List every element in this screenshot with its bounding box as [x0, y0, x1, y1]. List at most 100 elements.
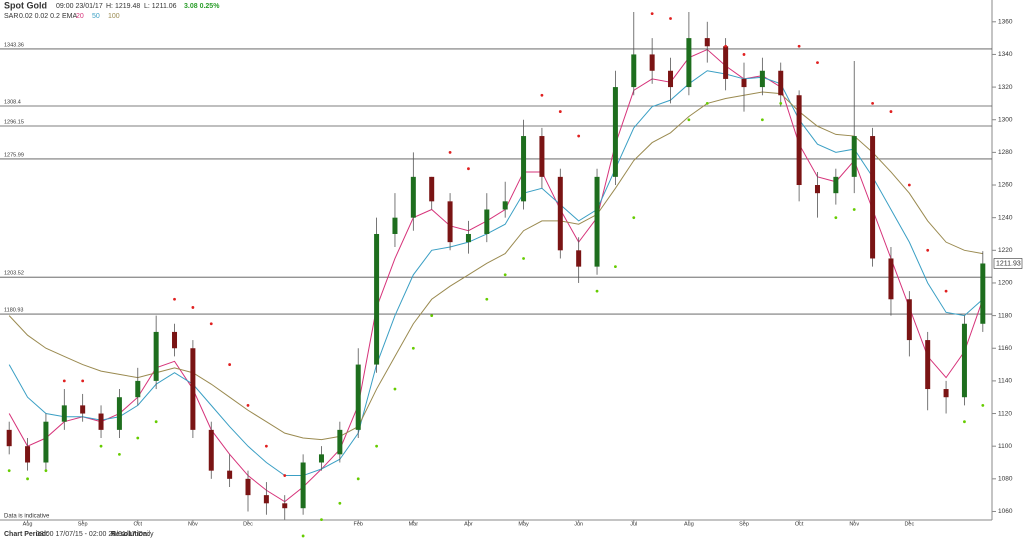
period-label: Chart Period: — [4, 531, 48, 538]
sar-dot — [393, 387, 397, 391]
sar-dot — [724, 44, 728, 48]
candle-body — [723, 46, 729, 79]
sar-dot — [669, 17, 672, 20]
candle-body — [833, 176, 839, 194]
sar-dot — [540, 93, 544, 97]
x-tick-label: Apr — [464, 521, 473, 527]
sar-dot — [963, 420, 966, 424]
y-tick-label: 1320 — [998, 84, 1013, 91]
y-tick-label: 1160 — [998, 345, 1012, 352]
ema-line — [8, 48, 984, 503]
candle-body — [906, 299, 912, 341]
sar-dot — [7, 469, 11, 473]
candle-body — [686, 38, 692, 88]
candle-body — [410, 176, 416, 218]
sar-dot — [44, 469, 48, 473]
sar-dot — [81, 379, 85, 383]
candle-body — [153, 331, 159, 381]
x-tick-label: Dec — [904, 521, 914, 527]
sar-dot — [779, 102, 783, 105]
x-tick-label: Sep — [78, 521, 88, 527]
x-tick-label: Feb — [353, 521, 362, 527]
sar-dot — [448, 150, 452, 154]
y-tick-label: 1360 — [998, 19, 1013, 26]
sar-dot — [632, 216, 636, 220]
level-label: 1308.4 — [4, 99, 21, 105]
ema-label: EMA — [62, 13, 78, 20]
sar-dot — [191, 306, 195, 309]
level-label: 1296.15 — [4, 119, 24, 125]
y-tick-label: 1240 — [998, 214, 1013, 221]
sar-params: 0.02 0.02 0.2 — [19, 13, 60, 20]
sar-dot — [705, 102, 709, 105]
sar-dot — [595, 289, 599, 293]
sar-dot — [467, 167, 470, 171]
x-tick-label: Nov — [188, 521, 198, 527]
y-tick-label: 1120 — [998, 410, 1012, 417]
y-tick-label: 1280 — [998, 149, 1013, 156]
level-label: 1180.93 — [4, 308, 23, 314]
sar-dot — [797, 44, 801, 48]
sar-dot — [522, 257, 525, 260]
candle-body — [6, 429, 12, 447]
y-tick-label: 1100 — [998, 443, 1012, 450]
candle-body — [961, 323, 967, 398]
change-text: 3.08 0.25% — [184, 3, 220, 10]
candle-body — [759, 70, 765, 88]
candle-body — [80, 405, 86, 414]
resolution: Daily — [138, 531, 154, 538]
x-tick-label: Aug — [684, 521, 694, 527]
candle-body — [851, 136, 857, 177]
sar-dot — [375, 444, 378, 448]
y-tick-label: 1200 — [998, 280, 1013, 287]
sar-dot — [264, 444, 268, 448]
candle-body — [668, 70, 674, 88]
sar-dot — [852, 208, 856, 211]
sar-dot — [99, 444, 103, 448]
last-price: 1211.93 — [996, 260, 1021, 267]
y-tick-label: 1080 — [998, 476, 1013, 483]
sar-dot — [650, 12, 654, 16]
candle-body — [355, 364, 361, 430]
sar-dot — [944, 289, 948, 293]
candle-body — [502, 201, 508, 210]
candle-body — [392, 217, 398, 234]
candle-body — [778, 70, 784, 96]
chart-title: Spot Gold — [4, 0, 47, 10]
candle-body — [594, 176, 600, 267]
x-tick-label: Aug — [23, 521, 33, 527]
sar-dot — [246, 403, 250, 407]
timestamp: 09:00 23/01/17 — [56, 3, 103, 10]
y-tick-label: 1060 — [998, 508, 1013, 515]
candle-body — [943, 389, 949, 398]
candle-body — [796, 95, 802, 186]
legend-entry: 100 — [108, 13, 120, 20]
candle-body — [980, 263, 986, 324]
candle-body — [814, 185, 820, 194]
sar-dot — [62, 379, 66, 383]
candle-body — [447, 201, 453, 243]
sar-dot — [338, 501, 342, 505]
period: 03:00 17/07/15 - 02:00 26/01/17 — [36, 531, 136, 538]
x-tick-label: Jul — [630, 521, 637, 527]
candle-body — [484, 209, 490, 234]
x-tick-label: Mar — [409, 521, 419, 527]
sar-dot — [320, 518, 323, 522]
candle-body — [263, 495, 269, 504]
x-tick-label: Nov — [849, 521, 859, 527]
sar-dot — [301, 534, 305, 538]
sar-dot — [816, 61, 819, 64]
sar-dot — [687, 118, 691, 122]
candle-body — [172, 331, 178, 349]
candle-body — [190, 348, 196, 430]
candle-body — [300, 462, 306, 509]
low-text: L: 1211.06 — [144, 3, 177, 10]
sar-dot — [926, 248, 930, 252]
sar-dot — [173, 297, 176, 301]
candle-body — [465, 233, 471, 243]
level-label: 1343.36 — [4, 42, 24, 48]
sar-dot — [577, 134, 581, 138]
candle-body — [61, 405, 67, 422]
sar-dot — [558, 110, 562, 113]
